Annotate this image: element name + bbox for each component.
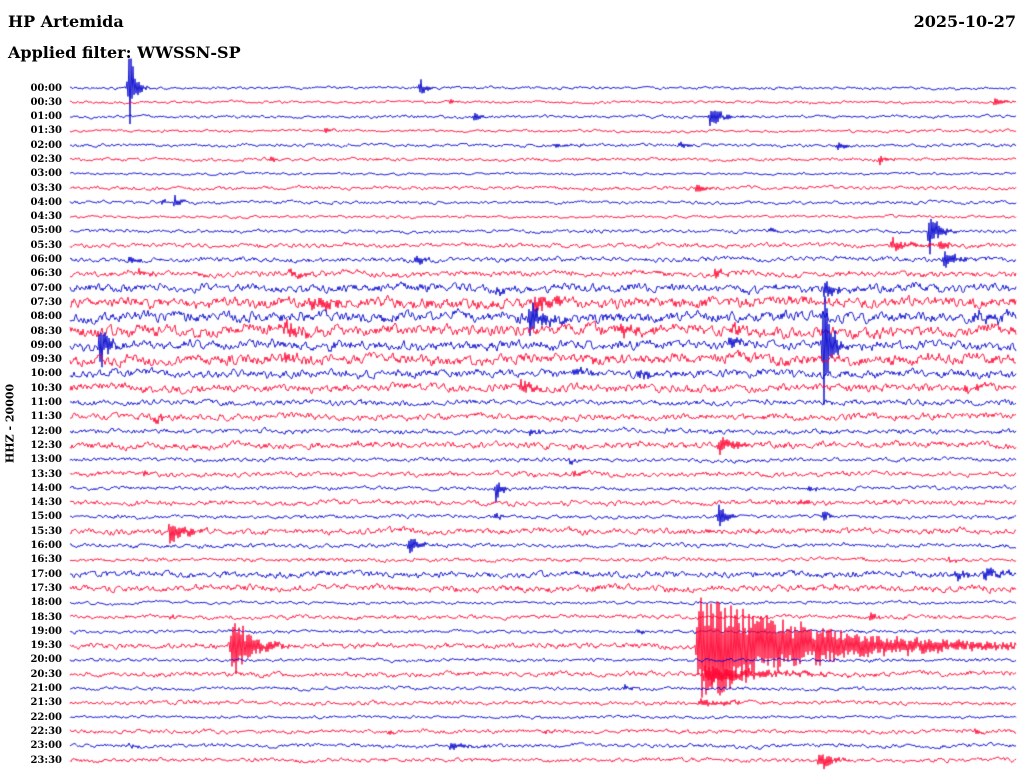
time-label: 06:00 <box>30 254 62 266</box>
time-label: 00:30 <box>30 96 62 108</box>
time-label: 15:30 <box>30 525 62 537</box>
time-label: 04:30 <box>30 211 62 223</box>
time-label: 23:30 <box>30 754 62 766</box>
time-label: 20:00 <box>30 654 62 666</box>
time-label: 11:00 <box>30 397 62 409</box>
time-label: 04:00 <box>30 196 62 208</box>
time-label: 03:30 <box>30 182 62 194</box>
time-label: 18:30 <box>30 611 62 623</box>
time-label: 19:30 <box>30 640 62 652</box>
time-label: 22:30 <box>30 725 62 737</box>
time-label: 09:00 <box>30 339 62 351</box>
time-label: 02:30 <box>30 153 62 165</box>
date-label: 2025-10-27 <box>913 12 1016 31</box>
time-label: 08:30 <box>30 325 62 337</box>
time-label: 19:00 <box>30 625 62 637</box>
time-label: 16:30 <box>30 554 62 566</box>
time-label: 01:30 <box>30 125 62 137</box>
time-label: 08:00 <box>30 311 62 323</box>
time-label: 07:00 <box>30 282 62 294</box>
time-label: 10:00 <box>30 368 62 380</box>
time-label: 14:30 <box>30 497 62 509</box>
time-label: 12:30 <box>30 439 62 451</box>
time-label: 23:00 <box>30 740 62 752</box>
time-label: 03:00 <box>30 168 62 180</box>
time-label: 18:00 <box>30 597 62 609</box>
time-label: 07:30 <box>30 296 62 308</box>
time-label: 13:00 <box>30 454 62 466</box>
time-label: 12:00 <box>30 425 62 437</box>
time-label: 17:00 <box>30 568 62 580</box>
time-label: 11:30 <box>30 411 62 423</box>
time-label: 13:30 <box>30 468 62 480</box>
time-label: 21:30 <box>30 697 62 709</box>
time-label: 20:30 <box>30 668 62 680</box>
time-label: 22:00 <box>30 711 62 723</box>
time-label: 10:30 <box>30 382 62 394</box>
time-label: 17:30 <box>30 582 62 594</box>
time-label: 05:30 <box>30 239 62 251</box>
time-label: 21:00 <box>30 683 62 694</box>
time-label: 15:00 <box>30 511 62 523</box>
filter-label: Applied filter: WWSSN-SP <box>8 43 241 62</box>
time-label: 09:30 <box>30 354 62 366</box>
time-label: 06:30 <box>30 268 62 280</box>
time-label: 02:00 <box>30 139 62 151</box>
time-label: 01:00 <box>30 111 62 123</box>
time-label: 14:00 <box>30 482 62 494</box>
time-label: 05:00 <box>30 225 62 237</box>
time-label: 16:00 <box>30 540 62 552</box>
station-title: HP Artemida <box>8 12 124 31</box>
time-label: 00:00 <box>30 82 62 94</box>
